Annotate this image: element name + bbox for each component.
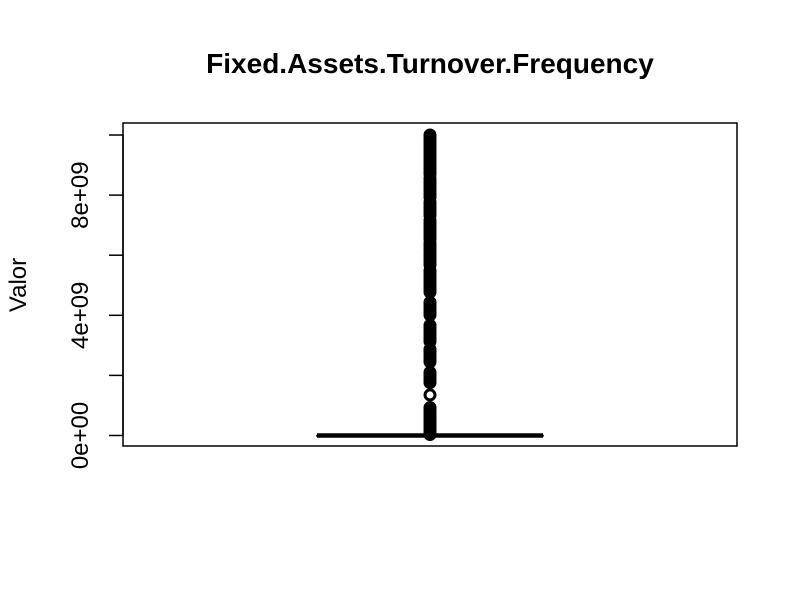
outlier-point [423,388,437,402]
outlier-points [423,128,437,442]
y-tick-label: 8e+09 [67,161,94,228]
y-axis: 0e+00 4e+09 8e+09 [67,134,124,469]
y-tick-label: 0e+00 [67,402,94,469]
y-axis-label: Valor [5,258,32,312]
chart-title: Fixed.Assets.Turnover.Frequency [206,48,654,79]
box-elements [316,433,544,438]
outlier-point [423,401,437,415]
outlier-point [423,128,437,142]
y-tick-label: 4e+09 [67,282,94,349]
